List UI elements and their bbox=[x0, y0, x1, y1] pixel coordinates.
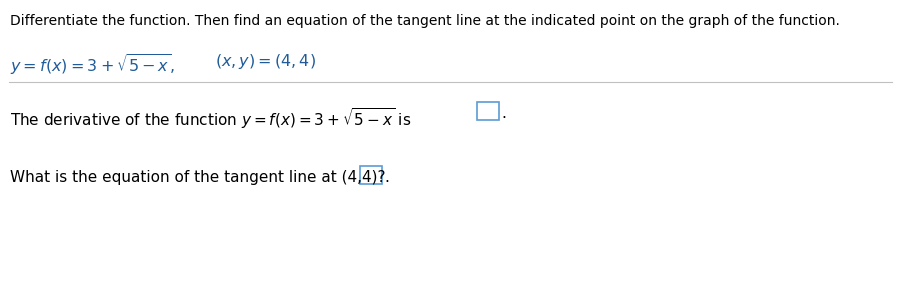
Bar bbox=[360, 166, 382, 184]
Text: .: . bbox=[384, 170, 389, 185]
Bar bbox=[477, 102, 499, 120]
Text: $(x,y) = (4,4)$: $(x,y) = (4,4)$ bbox=[215, 52, 316, 71]
Text: $y = f(x) = 3 + \sqrt{5-x},$: $y = f(x) = 3 + \sqrt{5-x},$ bbox=[10, 52, 175, 77]
Text: What is the equation of the tangent line at (4,4)?: What is the equation of the tangent line… bbox=[10, 170, 386, 185]
Text: The derivative of the function $y = f(x) = 3 + \sqrt{5-x}$ is: The derivative of the function $y = f(x)… bbox=[10, 106, 411, 131]
Text: .: . bbox=[501, 106, 505, 121]
Text: Differentiate the function. Then find an equation of the tangent line at the ind: Differentiate the function. Then find an… bbox=[10, 14, 840, 28]
